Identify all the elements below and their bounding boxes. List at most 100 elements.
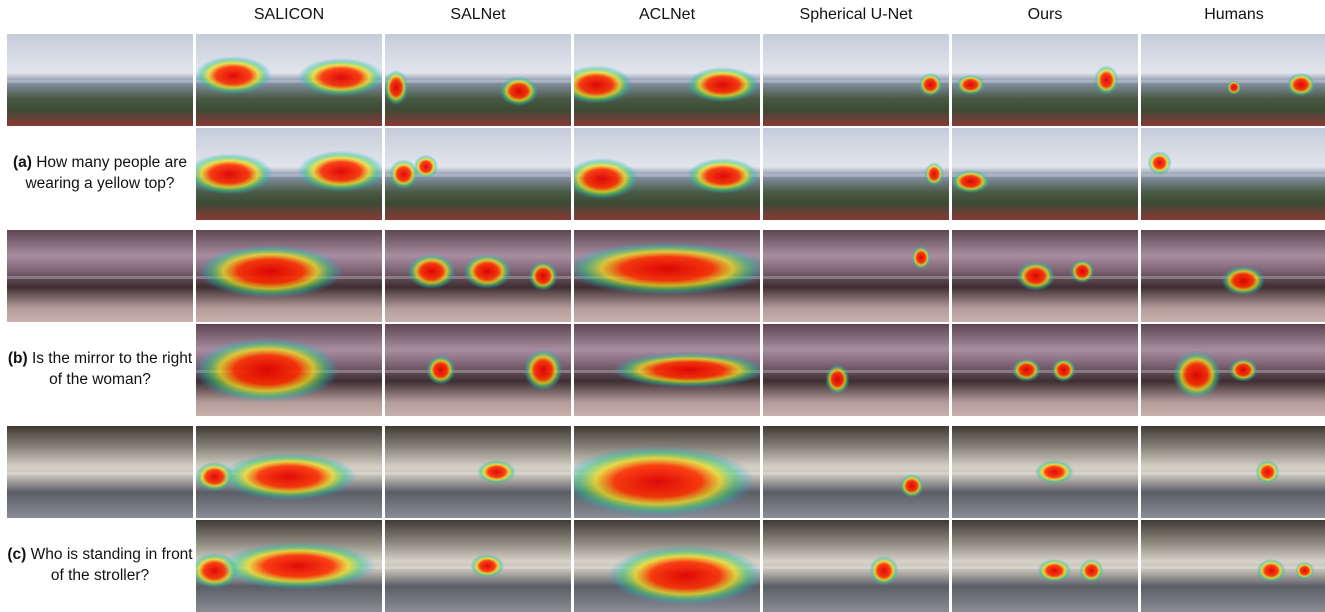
heat-blob [612,352,760,387]
heat-blob [574,158,638,199]
question-tag: (b) [8,350,28,367]
heat-blob [1286,73,1315,97]
horizon [7,276,193,279]
panorama-image [7,230,193,322]
heat-blob [426,355,455,384]
overlay [196,426,382,518]
heat-blob [196,56,272,94]
saliency-map [385,520,571,612]
overlay [952,230,1138,322]
heat-blob [1037,559,1071,583]
saliency-map [385,34,571,126]
horizon [763,566,949,569]
overlay [196,230,382,322]
heat-blob [608,546,760,605]
question-body: How many people are wearing a yellow top… [25,154,187,192]
heat-blob [414,155,438,179]
overlay [763,230,949,322]
question-tag: (a) [13,154,32,171]
heat-blob [900,474,924,498]
overlay [385,426,571,518]
saliency-map [952,426,1138,518]
overlay [1141,230,1325,322]
question-text: (c) Who is standing in front of the stro… [7,545,193,587]
saliency-map [763,230,949,322]
heat-blob [956,74,985,95]
overlay [1141,128,1325,220]
saliency-map [574,520,760,612]
heat-blob [500,76,539,105]
heat-blob [407,254,455,289]
saliency-map [574,426,760,518]
horizon [763,370,949,373]
horizon [7,472,193,475]
saliency-map [1141,324,1325,416]
overlay [196,520,382,612]
saliency-map [574,34,760,126]
heat-blob [918,73,942,97]
heat-blob [1052,358,1076,382]
panorama-image [7,426,193,518]
heat-blob [1012,358,1041,382]
saliency-map [385,426,571,518]
heat-blob [1229,358,1258,382]
heat-blob [298,151,382,192]
overlay [1141,426,1325,518]
saliency-map [385,324,571,416]
heat-blob [687,158,760,193]
heat-blob [869,556,898,585]
question-body: Is the mirror to the right of the woman? [32,350,192,388]
horizon [1141,174,1325,177]
saliency-map [763,520,949,612]
heat-blob [196,153,273,194]
overlay [7,426,193,518]
heat-blob [687,67,760,102]
saliency-map [952,324,1138,416]
heat-blob [1094,65,1118,94]
overlay [574,34,760,126]
saliency-map [763,34,949,126]
column-header: SALICON [196,6,382,24]
heat-blob [1295,562,1314,580]
overlay [1141,520,1325,612]
saliency-map [385,230,571,322]
saliency-map [952,520,1138,612]
heat-blob [1070,260,1094,284]
saliency-map [196,128,382,220]
heat-blob [574,65,633,103]
heat-blob [529,261,558,290]
heat-blob [298,58,382,96]
saliency-map [574,128,760,220]
heat-blob [470,554,504,578]
horizon [763,174,949,177]
saliency-map [763,426,949,518]
heat-blob [1079,559,1103,583]
heat-blob [389,159,418,188]
overlay [196,34,382,126]
overlay [952,426,1138,518]
saliency-map [196,34,382,126]
overlay [763,520,949,612]
saliency-map [1141,426,1325,518]
saliency-map [574,230,760,322]
heat-blob [221,542,376,589]
heat-blob [1173,351,1221,398]
horizon [1141,472,1325,475]
heat-blob [1257,559,1286,583]
heat-blob [911,246,930,270]
saliency-map [1141,34,1325,126]
overlay [574,230,760,322]
column-header: Ours [952,6,1138,24]
column-header: Humans [1141,6,1325,24]
heat-blob [1016,261,1055,290]
heat-blob [196,338,339,403]
heat-blob [463,254,511,289]
heat-blob [1227,80,1242,95]
overlay [196,128,382,220]
overlay [763,324,949,416]
overlay [763,128,949,220]
heat-blob [952,170,990,194]
saliency-map [385,128,571,220]
panorama-image [7,34,193,126]
column-header: ACLNet [574,6,760,24]
